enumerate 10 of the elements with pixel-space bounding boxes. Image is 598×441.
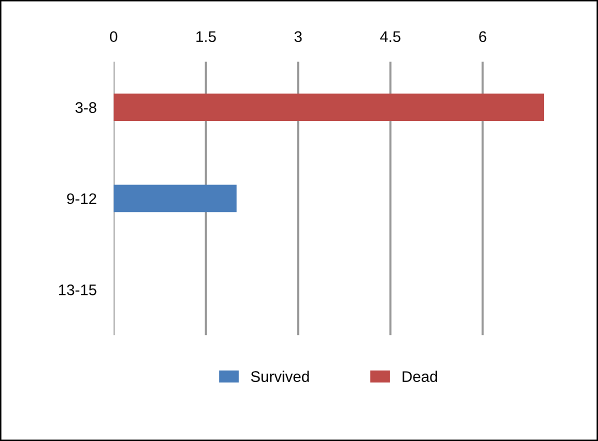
- x-tick-label: 1.5: [196, 31, 216, 42]
- legend-label: Survived: [251, 370, 309, 382]
- y-tick-label: 9-12: [67, 193, 96, 204]
- x-tick-label: 6: [479, 31, 486, 42]
- y-tick-label: 13-15: [59, 284, 96, 296]
- x-tick-label: 4.5: [380, 31, 400, 42]
- x-tick-label: 3: [294, 31, 302, 42]
- y-tick-label: 3-8: [75, 102, 96, 113]
- x-tick-label: 0: [110, 31, 118, 42]
- legend-label: Dead: [402, 370, 438, 382]
